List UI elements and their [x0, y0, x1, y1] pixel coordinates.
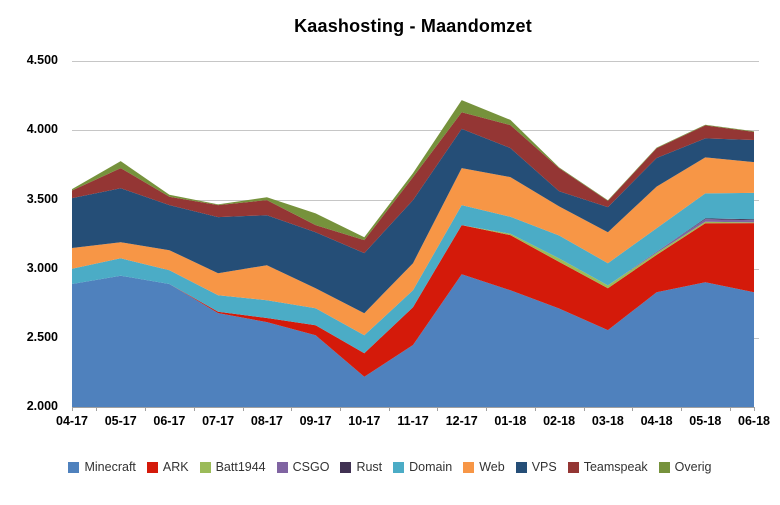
- series-area-rust[interactable]: [72, 218, 754, 354]
- legend-label: Overig: [674, 460, 712, 474]
- series-area-batt1944[interactable]: [72, 221, 754, 354]
- x-axis-tick: [583, 407, 585, 412]
- x-axis-tick: [754, 407, 755, 412]
- x-axis-label: 07-17: [202, 414, 235, 429]
- x-axis-label: 06-17: [153, 414, 186, 429]
- x-axis-tick: [145, 407, 147, 412]
- chart-title: Kaashosting - Maandomzet: [294, 16, 532, 36]
- x-axis-label: 03-18: [591, 414, 624, 429]
- x-axis-tick: [193, 407, 195, 412]
- y-axis-tick-label: 4.500: [26, 53, 58, 67]
- series-area-teamspeak[interactable]: [72, 112, 754, 254]
- legend-swatch-minecraft: [68, 461, 80, 473]
- legend-item-overig[interactable]: Overig: [658, 460, 712, 474]
- legend-swatch-rust: [340, 461, 352, 473]
- series-area-domain[interactable]: [72, 192, 754, 354]
- x-axis-label: 04-18: [640, 414, 673, 429]
- legend-label: Web: [479, 460, 505, 474]
- x-axis-label: 05-17: [104, 414, 137, 429]
- legend-item-ark[interactable]: ARK: [146, 460, 189, 474]
- x-axis-tick: [437, 407, 439, 412]
- x-axis-tick: [242, 407, 244, 412]
- legend-label: Minecraft: [84, 460, 136, 474]
- right-axis-tick: [754, 130, 759, 132]
- legend-item-vps[interactable]: VPS: [515, 460, 557, 474]
- right-axis-tick: [754, 268, 759, 270]
- series-area-web[interactable]: [72, 157, 754, 336]
- y-axis-tick-label: 2.000: [26, 399, 58, 414]
- y-axis-tick-label: 2.500: [26, 330, 58, 344]
- x-axis-label: 01-18: [494, 414, 527, 429]
- right-axis-tick: [754, 199, 759, 201]
- legend-item-csgo[interactable]: CSGO: [276, 460, 330, 474]
- x-axis-tick: [486, 407, 488, 412]
- legend-item-teamspeak[interactable]: Teamspeak: [567, 460, 648, 474]
- series-area-minecraft[interactable]: [72, 274, 754, 408]
- x-axis-tick: [388, 407, 390, 412]
- legend-swatch-web: [463, 461, 475, 473]
- legend-label: CSGO: [292, 460, 330, 474]
- x-axis-tick: [291, 407, 293, 412]
- x-axis-label: 06-18: [738, 414, 770, 429]
- x-axis-tick: [339, 407, 341, 412]
- x-axis-label: 10-17: [348, 414, 381, 429]
- x-axis-label: 02-18: [543, 414, 576, 429]
- legend-item-web[interactable]: Web: [463, 460, 505, 474]
- x-axis-label: 09-17: [299, 414, 332, 429]
- legend-label: Rust: [356, 460, 383, 474]
- legend-item-rust[interactable]: Rust: [340, 460, 382, 474]
- legend-item-batt1944[interactable]: Batt1944: [199, 460, 266, 474]
- legend-label: ARK: [162, 460, 189, 474]
- y-axis-tick-label: 4.000: [26, 122, 58, 137]
- x-axis-line: [72, 407, 755, 409]
- legend-item-domain[interactable]: Domain: [393, 460, 452, 474]
- legend: Minecraft ARK Batt1944 CSGO Rust Domain Web VPS…: [0, 460, 780, 474]
- legend-swatch-overig: [658, 461, 670, 473]
- x-axis-tick: [72, 407, 73, 412]
- legend-swatch-vps: [515, 461, 527, 473]
- x-axis-tick: [534, 407, 536, 412]
- legend-item-minecraft[interactable]: Minecraft: [68, 460, 136, 474]
- series-area-ark[interactable]: [72, 223, 754, 377]
- right-axis-tick: [754, 338, 759, 339]
- y-axis-tick-label: 3.500: [26, 191, 58, 206]
- y-gridline: [72, 61, 754, 62]
- legend-label: Batt1944: [215, 460, 266, 474]
- x-axis-label: 04-17: [56, 414, 88, 429]
- y-axis-tick-label: 3.000: [26, 260, 58, 275]
- x-axis-tick: [680, 407, 682, 412]
- y-gridline: [72, 130, 754, 132]
- series-area-vps[interactable]: [72, 128, 754, 314]
- legend-label: Domain: [409, 460, 453, 474]
- legend-swatch-domain: [393, 461, 405, 473]
- legend-swatch-teamspeak: [567, 461, 579, 473]
- x-axis-label: 08-17: [250, 414, 283, 429]
- x-axis-label: 12-17: [445, 414, 478, 429]
- legend-label: Teamspeak: [583, 460, 648, 474]
- legend-label: VPS: [531, 460, 557, 474]
- x-axis-label: 11-17: [397, 414, 429, 429]
- legend-swatch-csgo: [276, 461, 288, 473]
- x-axis-tick: [632, 407, 634, 412]
- x-axis-tick: [729, 407, 731, 412]
- legend-swatch-batt1944: [199, 461, 211, 473]
- x-axis-label: 05-18: [689, 414, 722, 429]
- legend-swatch-ark: [146, 461, 158, 473]
- x-axis-tick: [96, 407, 98, 412]
- right-axis-tick: [754, 61, 759, 62]
- series-area-csgo[interactable]: [72, 219, 754, 354]
